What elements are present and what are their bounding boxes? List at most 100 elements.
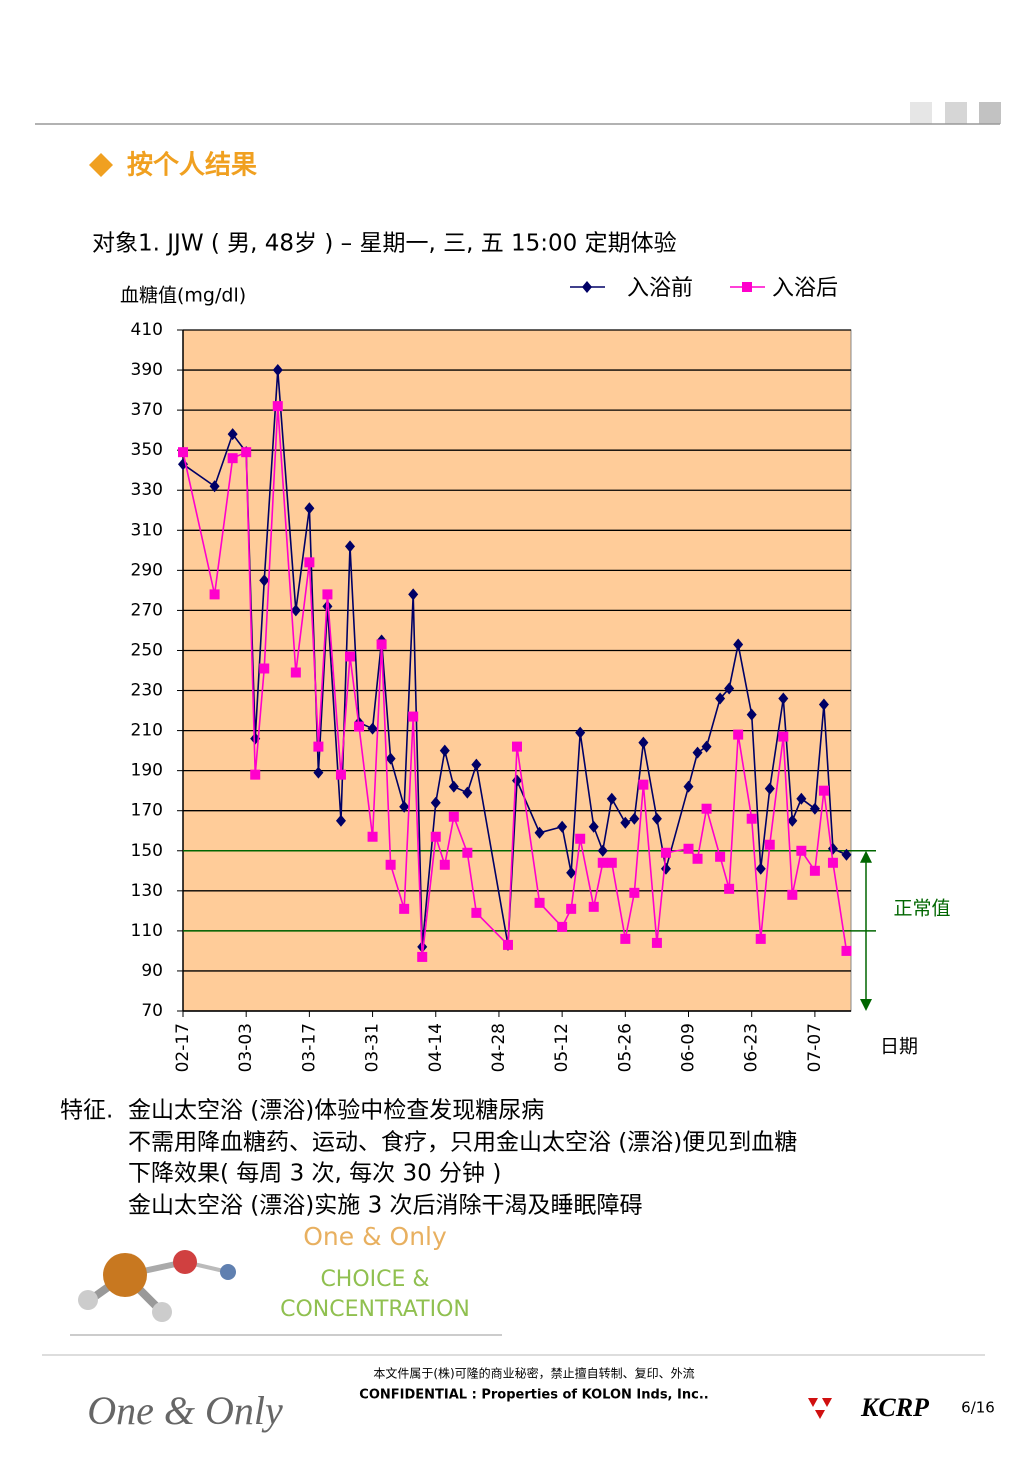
- x-tick-label: 04-28: [489, 1023, 509, 1072]
- marker: [715, 851, 726, 862]
- y-tick-label: 90: [141, 961, 163, 981]
- y-tick-label: 230: [131, 681, 163, 701]
- y-tick-label: 390: [131, 360, 163, 380]
- marker: [746, 813, 757, 824]
- marker: [818, 698, 829, 711]
- marker: [827, 857, 838, 868]
- y-tick-label: 190: [131, 761, 163, 781]
- marker: [209, 480, 220, 493]
- marker: [385, 859, 396, 870]
- marker: [588, 820, 599, 833]
- marker: [566, 866, 577, 879]
- marker: [512, 774, 522, 787]
- x-tick-label: 06-09: [679, 1023, 699, 1072]
- y-axis-label: 血糖值(mg/dl): [120, 285, 246, 307]
- molecule: [78, 1250, 236, 1322]
- marker: [399, 903, 410, 914]
- marker: [796, 792, 807, 805]
- marker: [651, 812, 662, 825]
- legend-label: 入浴前: [627, 275, 693, 300]
- marker: [209, 589, 220, 600]
- marker: [345, 540, 355, 553]
- legend-label: 入浴后: [772, 275, 838, 300]
- y-tick-label: 310: [131, 520, 163, 540]
- x-tick-label: 07-07: [805, 1023, 825, 1072]
- marker: [597, 857, 608, 868]
- y-tick-label: 330: [131, 480, 163, 500]
- marker: [638, 779, 649, 790]
- marker: [534, 897, 545, 908]
- marker: [250, 769, 261, 780]
- marker: [462, 847, 473, 858]
- header-title: 按个人结果: [127, 150, 257, 181]
- logo-text: CHOICE &: [320, 1267, 429, 1292]
- marker: [764, 782, 775, 795]
- marker: [701, 803, 712, 814]
- marker: [367, 722, 378, 735]
- marker: [512, 741, 522, 752]
- marker: [809, 865, 820, 876]
- footer-brand: One & Only: [87, 1388, 283, 1433]
- y-tick-label: 290: [131, 560, 163, 580]
- marker: [448, 780, 459, 793]
- marker: [241, 447, 252, 458]
- marker: [502, 939, 513, 950]
- logo-text: One & Only: [303, 1222, 447, 1251]
- marker: [272, 364, 283, 377]
- marker: [629, 887, 640, 898]
- marker: [606, 792, 617, 805]
- deco-square: [979, 102, 1001, 124]
- marker: [408, 588, 419, 601]
- y-tick-label: 250: [131, 640, 163, 660]
- marker: [417, 951, 428, 962]
- marker: [692, 746, 703, 759]
- marker: [566, 903, 577, 914]
- marker: [755, 862, 766, 875]
- marker: [597, 844, 608, 857]
- marker: [701, 740, 712, 753]
- marker: [439, 859, 450, 870]
- marker: [439, 744, 450, 757]
- marker: [408, 711, 419, 722]
- marker: [354, 721, 365, 732]
- marker: [841, 848, 852, 861]
- y-tick-label: 350: [131, 440, 163, 460]
- x-tick-label: 06-23: [742, 1023, 762, 1072]
- marker: [629, 812, 640, 825]
- x-tick-label: 05-26: [615, 1023, 635, 1072]
- x-tick-label: 03-03: [236, 1023, 256, 1072]
- marker: [778, 731, 789, 742]
- marker: [335, 814, 346, 827]
- marker: [683, 780, 694, 793]
- marker: [227, 428, 238, 441]
- footer-confidential: CONFIDENTIAL : Properties of KOLON Inds,…: [359, 1388, 708, 1403]
- y-tick-label: 170: [131, 801, 163, 821]
- marker: [259, 574, 270, 587]
- marker: [367, 831, 378, 842]
- marker: [272, 401, 283, 412]
- marker: [290, 604, 301, 617]
- marker: [385, 752, 396, 765]
- marker: [692, 853, 703, 864]
- footer-company: KCRP: [860, 1393, 930, 1422]
- y-tick-label: 370: [131, 400, 163, 420]
- marker: [683, 843, 694, 854]
- marker: [841, 945, 852, 956]
- marker: [755, 933, 766, 944]
- marker: [448, 811, 459, 822]
- marker: [462, 786, 473, 799]
- marker: [290, 667, 301, 678]
- marker: [796, 845, 807, 856]
- marker: [313, 766, 324, 779]
- x-tick-label: 03-17: [299, 1023, 319, 1072]
- marker: [575, 726, 586, 739]
- marker: [764, 839, 775, 850]
- x-tick-label: 05-12: [552, 1023, 572, 1072]
- marker: [724, 883, 735, 894]
- marker: [430, 831, 441, 842]
- marker: [724, 682, 735, 695]
- logo-text: CONCENTRATION: [280, 1297, 470, 1322]
- marker: [715, 692, 726, 705]
- notes-line: 金山太空浴 (漂浴)实施 3 次后消除干渴及睡眠障碍: [128, 1193, 643, 1219]
